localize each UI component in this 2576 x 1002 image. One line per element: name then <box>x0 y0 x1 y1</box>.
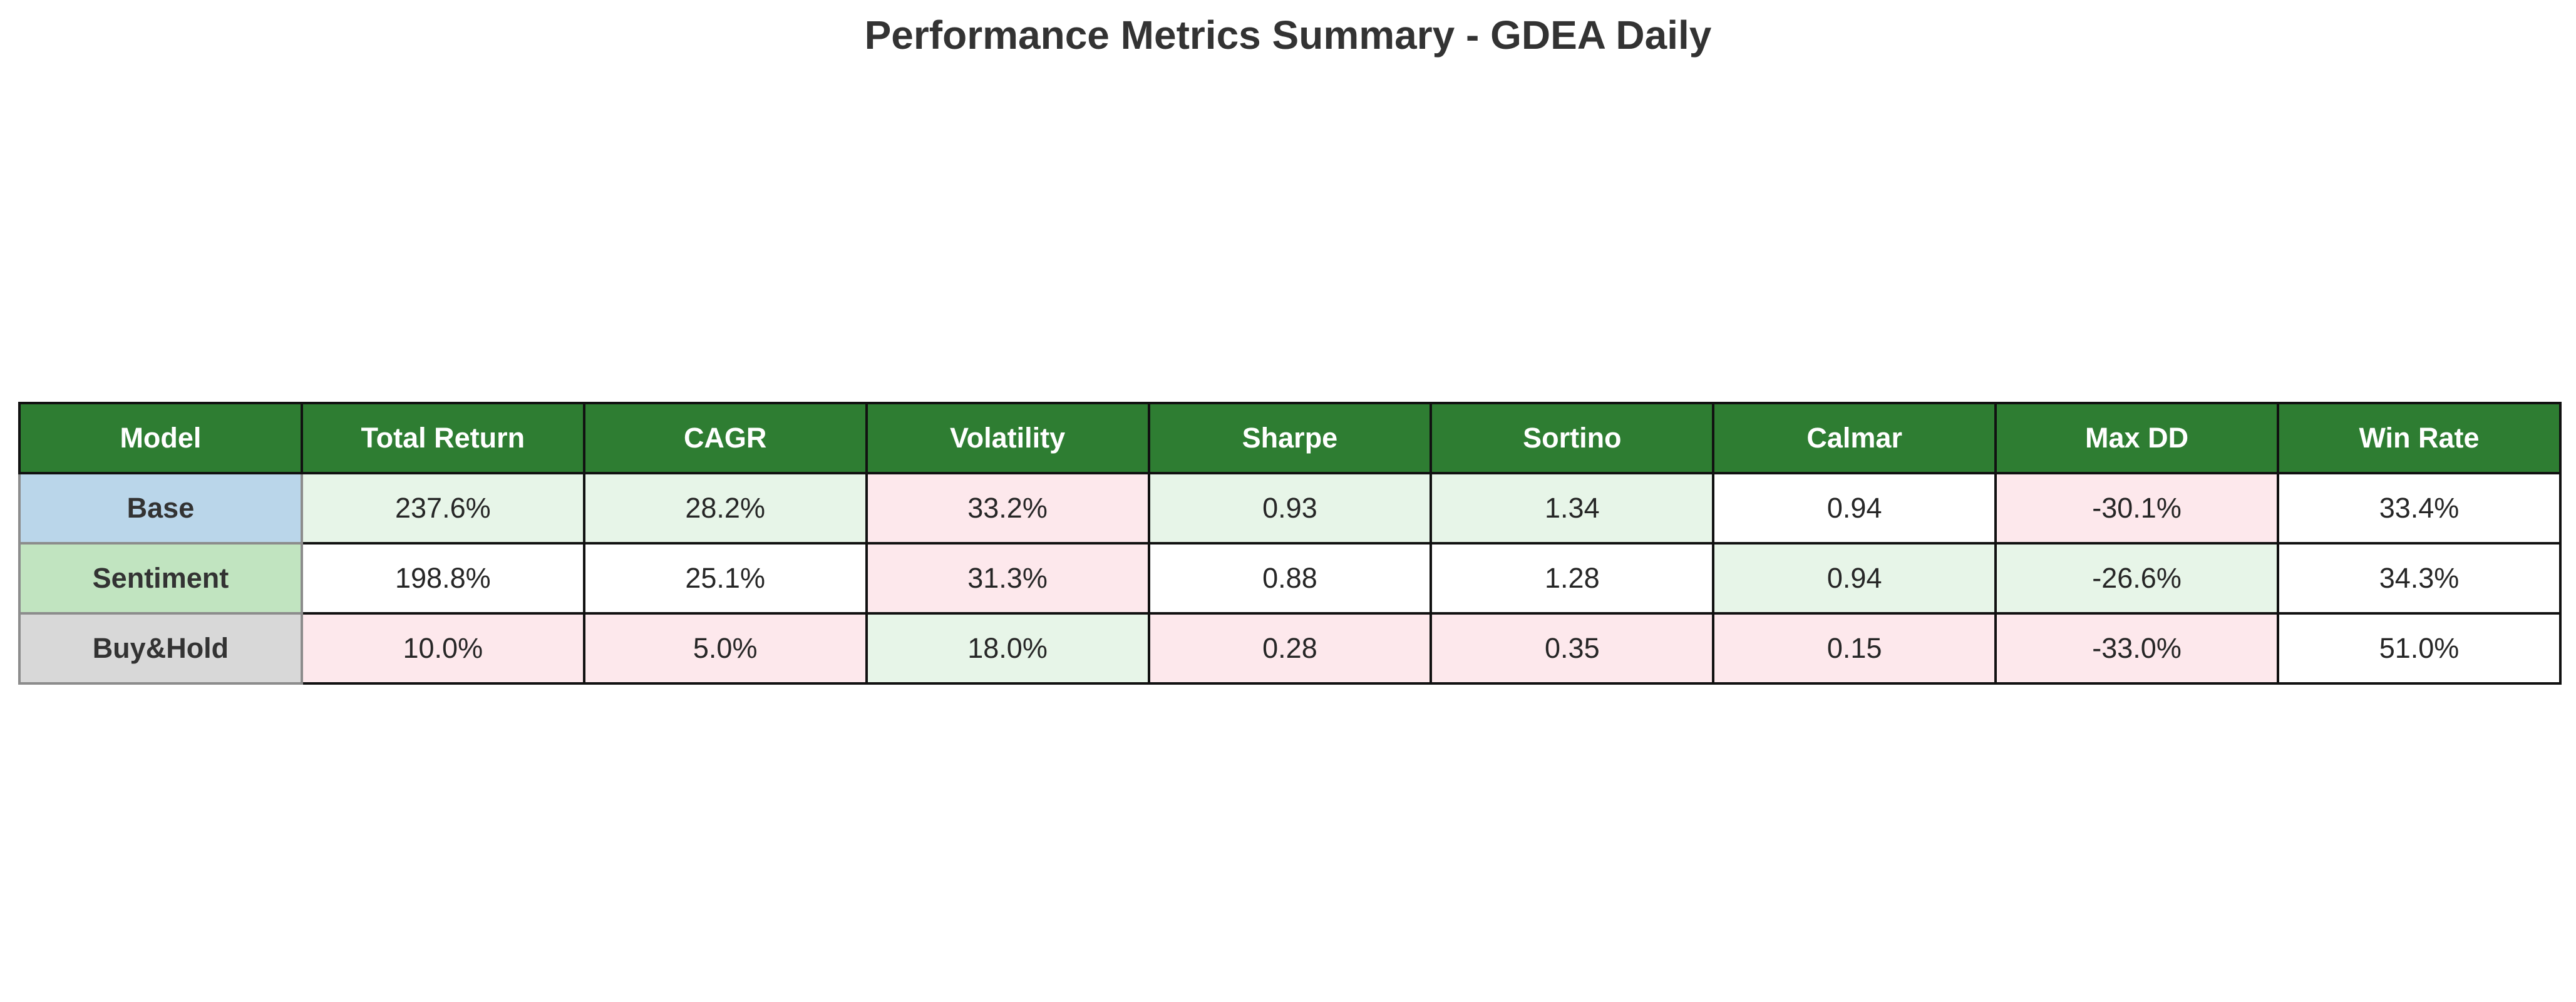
model-cell: Base <box>18 472 303 544</box>
metric-cell-total-return: 237.6% <box>300 472 585 544</box>
metric-cell-cagr: 5.0% <box>582 612 868 685</box>
metric-cell-win-rate: 34.3% <box>2277 542 2562 615</box>
table-row-buy-hold: Buy&Hold 10.0% 5.0% 18.0% 0.28 0.35 0.15 -33.0%… <box>18 612 2562 685</box>
chart-title: Performance Metrics Summary - GDEA Daily <box>864 13 1712 58</box>
metric-cell-sortino: 1.28 <box>1430 542 1715 615</box>
metric-cell-sortino: 1.34 <box>1430 472 1715 544</box>
model-cell: Buy&Hold <box>18 612 303 685</box>
metric-cell-sharpe: 0.93 <box>1147 472 1433 544</box>
metric-cell-sharpe: 0.28 <box>1147 612 1433 685</box>
column-header-volatility: Volatility <box>865 402 1150 474</box>
metric-cell-win-rate: 51.0% <box>2277 612 2562 685</box>
metric-cell-volatility: 18.0% <box>865 612 1150 685</box>
column-header-model: Model <box>18 402 303 474</box>
metric-cell-total-return: 10.0% <box>300 612 585 685</box>
metric-cell-total-return: 198.8% <box>300 542 585 615</box>
column-header-win-rate: Win Rate <box>2277 402 2562 474</box>
metric-cell-max-dd: -33.0% <box>1994 612 2279 685</box>
table-row-sentiment: Sentiment 198.8% 25.1% 31.3% 0.88 1.28 0.94 -26… <box>18 542 2562 615</box>
column-header-max-dd: Max DD <box>1994 402 2279 474</box>
table-row-base: Base 237.6% 28.2% 33.2% 0.93 1.34 0.94 -30.1% 33… <box>18 472 2562 544</box>
column-header-sortino: Sortino <box>1430 402 1715 474</box>
column-header-cagr: CAGR <box>582 402 868 474</box>
metric-cell-cagr: 28.2% <box>582 472 868 544</box>
metric-cell-volatility: 33.2% <box>865 472 1150 544</box>
column-header-total-return: Total Return <box>300 402 585 474</box>
metric-cell-calmar: 0.94 <box>1712 542 1997 615</box>
metric-cell-sortino: 0.35 <box>1430 612 1715 685</box>
metric-cell-sharpe: 0.88 <box>1147 542 1433 615</box>
model-cell: Sentiment <box>18 542 303 615</box>
metrics-table: Model Total Return CAGR Volatility Sharpe Sor… <box>18 402 2562 685</box>
table-header-row: Model Total Return CAGR Volatility Sharpe Sor… <box>18 402 2562 474</box>
metric-cell-volatility: 31.3% <box>865 542 1150 615</box>
metric-cell-calmar: 0.15 <box>1712 612 1997 685</box>
metric-cell-max-dd: -26.6% <box>1994 542 2279 615</box>
metric-cell-cagr: 25.1% <box>582 542 868 615</box>
column-header-calmar: Calmar <box>1712 402 1997 474</box>
metric-cell-max-dd: -30.1% <box>1994 472 2279 544</box>
table-body: Base 237.6% 28.2% 33.2% 0.93 1.34 0.94 -30.1% 33… <box>18 472 2562 685</box>
column-header-sharpe: Sharpe <box>1147 402 1433 474</box>
metric-cell-calmar: 0.94 <box>1712 472 1997 544</box>
metric-cell-win-rate: 33.4% <box>2277 472 2562 544</box>
